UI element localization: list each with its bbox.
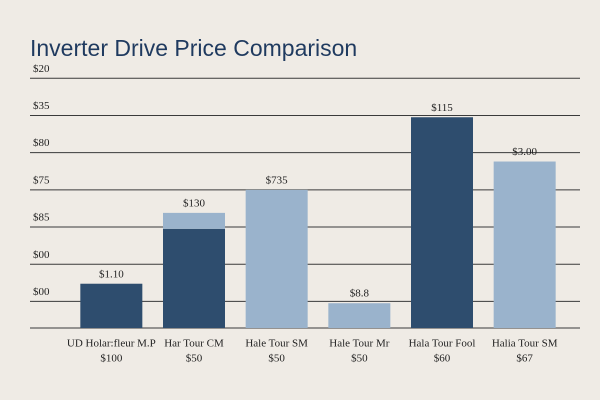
bar — [245, 189, 308, 328]
bar-label: $115 — [431, 102, 453, 114]
y-tick-label: $85 — [33, 212, 50, 224]
y-tick-label: $00 — [33, 286, 50, 298]
y-tick-label: $75 — [33, 174, 50, 186]
x-tick-label: Hale Tour SM — [245, 338, 308, 350]
x-tick-sublabel: $50 — [351, 353, 368, 365]
bar — [163, 228, 225, 328]
x-tick-label: Halia Tour SM — [492, 338, 558, 350]
y-tick-label: $80 — [33, 137, 50, 149]
bar — [493, 161, 556, 328]
bar-label: $3.00 — [512, 146, 537, 158]
x-tick-sublabel: $67 — [516, 353, 533, 365]
y-tick-label: $35 — [33, 100, 50, 112]
x-tick-label: UD Holar:fleur M.P — [67, 338, 156, 350]
x-tick-label: Hala Tour Fool — [409, 338, 476, 350]
bar — [328, 303, 391, 328]
bar-cap — [163, 212, 225, 229]
x-tick-sublabel: $50 — [268, 353, 285, 365]
bar-label: $8.8 — [350, 288, 370, 300]
bar — [80, 283, 143, 328]
bar-label: $735 — [266, 174, 289, 186]
bar — [411, 117, 473, 329]
x-tick-sublabel: $60 — [434, 353, 451, 365]
x-tick-sublabel: $100 — [100, 353, 123, 365]
bar-label: $1.10 — [99, 268, 124, 280]
x-tick-label: Hale Tour Mr — [329, 338, 389, 350]
chart-title: Inverter Drive Price Comparison — [30, 35, 357, 61]
y-tick-label: $00 — [33, 249, 50, 261]
bar-label: $130 — [183, 197, 206, 209]
x-tick-sublabel: $50 — [186, 353, 203, 365]
x-tick-label: Har Tour CM — [164, 338, 224, 350]
y-tick-label: $20 — [33, 63, 50, 75]
